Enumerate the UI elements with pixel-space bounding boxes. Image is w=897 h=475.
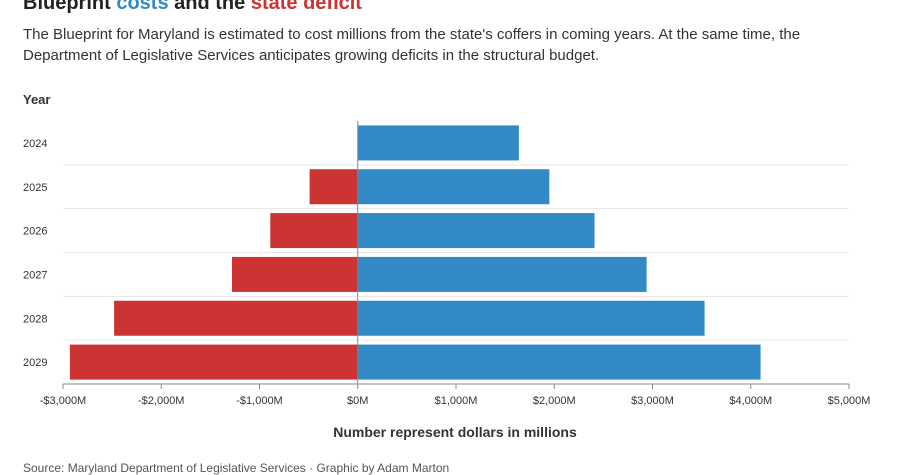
- x-tick-label: $2,000M: [533, 395, 576, 407]
- x-tick-label: $1,000M: [435, 395, 478, 407]
- x-tick-label: $4,000M: [729, 395, 772, 407]
- deficit-bar: [69, 344, 358, 380]
- costs-bar: [357, 213, 595, 249]
- deficit-bar: [231, 256, 358, 292]
- title-part-1: Blueprint: [23, 0, 117, 14]
- x-tick-label: -$3,000M: [40, 395, 86, 407]
- chart-title: Blueprint costs and the state deficit: [23, 0, 362, 14]
- costs-bar: [357, 300, 705, 336]
- y-tick-label: 2025: [23, 182, 47, 194]
- title-deficit: state deficit: [250, 0, 362, 14]
- y-tick-label: 2029: [23, 357, 47, 369]
- deficit-bar: [309, 169, 358, 205]
- costs-bar: [357, 125, 519, 161]
- gridlines: [63, 164, 849, 341]
- y-axis-label: Year: [23, 92, 50, 107]
- costs-bar: [357, 169, 550, 205]
- costs-bar: [357, 256, 647, 292]
- y-tick-label: 2024: [23, 138, 47, 150]
- x-axis-label: Number represent dollars in millions: [333, 424, 577, 440]
- y-tick-label: 2026: [23, 226, 47, 238]
- x-tick-label: -$2,000M: [138, 395, 184, 407]
- source-note: Source: Maryland Department of Legislati…: [23, 461, 450, 475]
- bars: [69, 125, 761, 380]
- chart-subtitle: The Blueprint for Maryland is estimated …: [23, 26, 801, 64]
- deficit-bar: [114, 300, 358, 336]
- x-tick-label: $3,000M: [631, 395, 674, 407]
- axes: 2024 2025 2026 2027 2028 2029 -$3,000M -$2,000M…: [23, 121, 870, 407]
- y-tick-label: 2028: [23, 313, 47, 325]
- costs-bar: [357, 344, 761, 380]
- x-tick-label: $5,000M: [828, 395, 871, 407]
- y-tick-label: 2027: [23, 269, 47, 281]
- x-tick-label: $0M: [347, 395, 368, 407]
- x-tick-label: -$1,000M: [236, 395, 282, 407]
- title-costs: costs: [116, 0, 169, 14]
- deficit-bar: [270, 213, 358, 249]
- title-part-2: and the: [168, 0, 251, 14]
